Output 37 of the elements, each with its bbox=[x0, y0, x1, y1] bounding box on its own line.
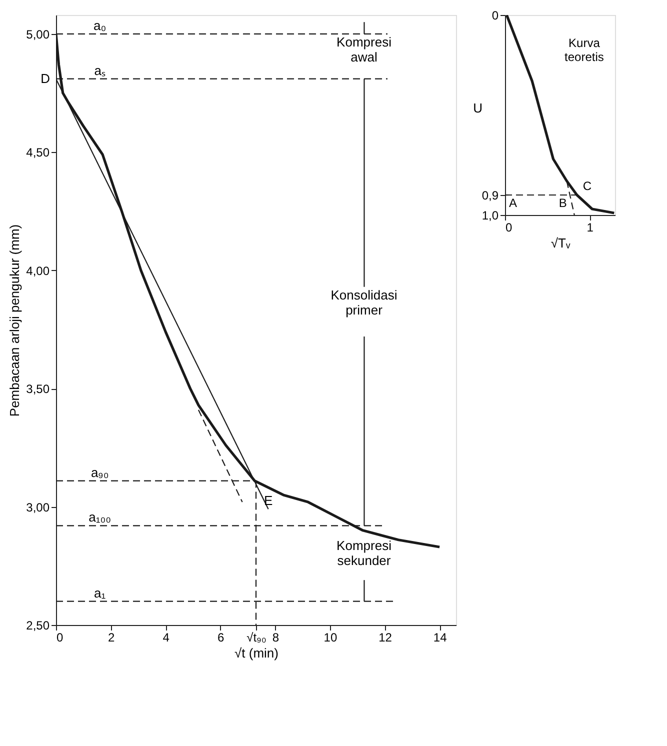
annotation: Kompresi sekunder bbox=[336, 538, 392, 568]
y-tick-label: 4,00 bbox=[26, 264, 50, 278]
annotation: E bbox=[264, 493, 273, 508]
y-tick-label: 1,0 bbox=[482, 208, 499, 222]
annotation: aₛ bbox=[94, 62, 106, 78]
y-tick-label: 0 bbox=[492, 8, 499, 22]
x-tick-label: 6 bbox=[218, 630, 225, 644]
annotation: A bbox=[509, 196, 518, 210]
annotation: a₁₀₀ bbox=[88, 510, 112, 525]
y-tick-label: 0,9 bbox=[482, 188, 499, 202]
annotation: a₁ bbox=[94, 585, 106, 600]
annotation: D bbox=[40, 70, 50, 86]
y-tick-label: 4,50 bbox=[26, 146, 50, 160]
x-tick-label: √t₉₀ bbox=[246, 630, 266, 644]
x-tick-label: 2 bbox=[108, 630, 115, 644]
y-tick-label: 3,50 bbox=[26, 382, 50, 396]
annotation: Konsolidasi primer bbox=[330, 288, 398, 318]
x-axis-title: √Tᵥ bbox=[550, 236, 571, 250]
x-tick-label: 4 bbox=[162, 630, 170, 644]
y-axis-title: Pembacaan arloji pengukur (mm) bbox=[7, 224, 22, 417]
annotation: Kompresi awal bbox=[336, 34, 392, 64]
annotation: B bbox=[558, 196, 567, 210]
y-tick-label: 3,00 bbox=[26, 500, 50, 514]
x-tick-label: 12 bbox=[378, 630, 392, 644]
x-tick-label: 14 bbox=[433, 630, 448, 644]
annotation: a₀ bbox=[94, 18, 106, 33]
y-tick-label: 2,50 bbox=[26, 618, 50, 632]
x-tick-label: 1 bbox=[586, 220, 594, 234]
x-tick-label: 0 bbox=[56, 630, 64, 644]
annotation: C bbox=[582, 179, 592, 193]
x-tick-label: 8 bbox=[272, 630, 280, 644]
x-tick-label: 10 bbox=[324, 630, 338, 644]
annotation: a₉₀ bbox=[90, 464, 109, 480]
y-axis-title: U bbox=[473, 100, 483, 116]
x-axis-title: √t (min) bbox=[234, 646, 278, 660]
y-tick-label: 5,00 bbox=[26, 27, 50, 42]
annotation: Kurva teoretis bbox=[564, 36, 604, 64]
